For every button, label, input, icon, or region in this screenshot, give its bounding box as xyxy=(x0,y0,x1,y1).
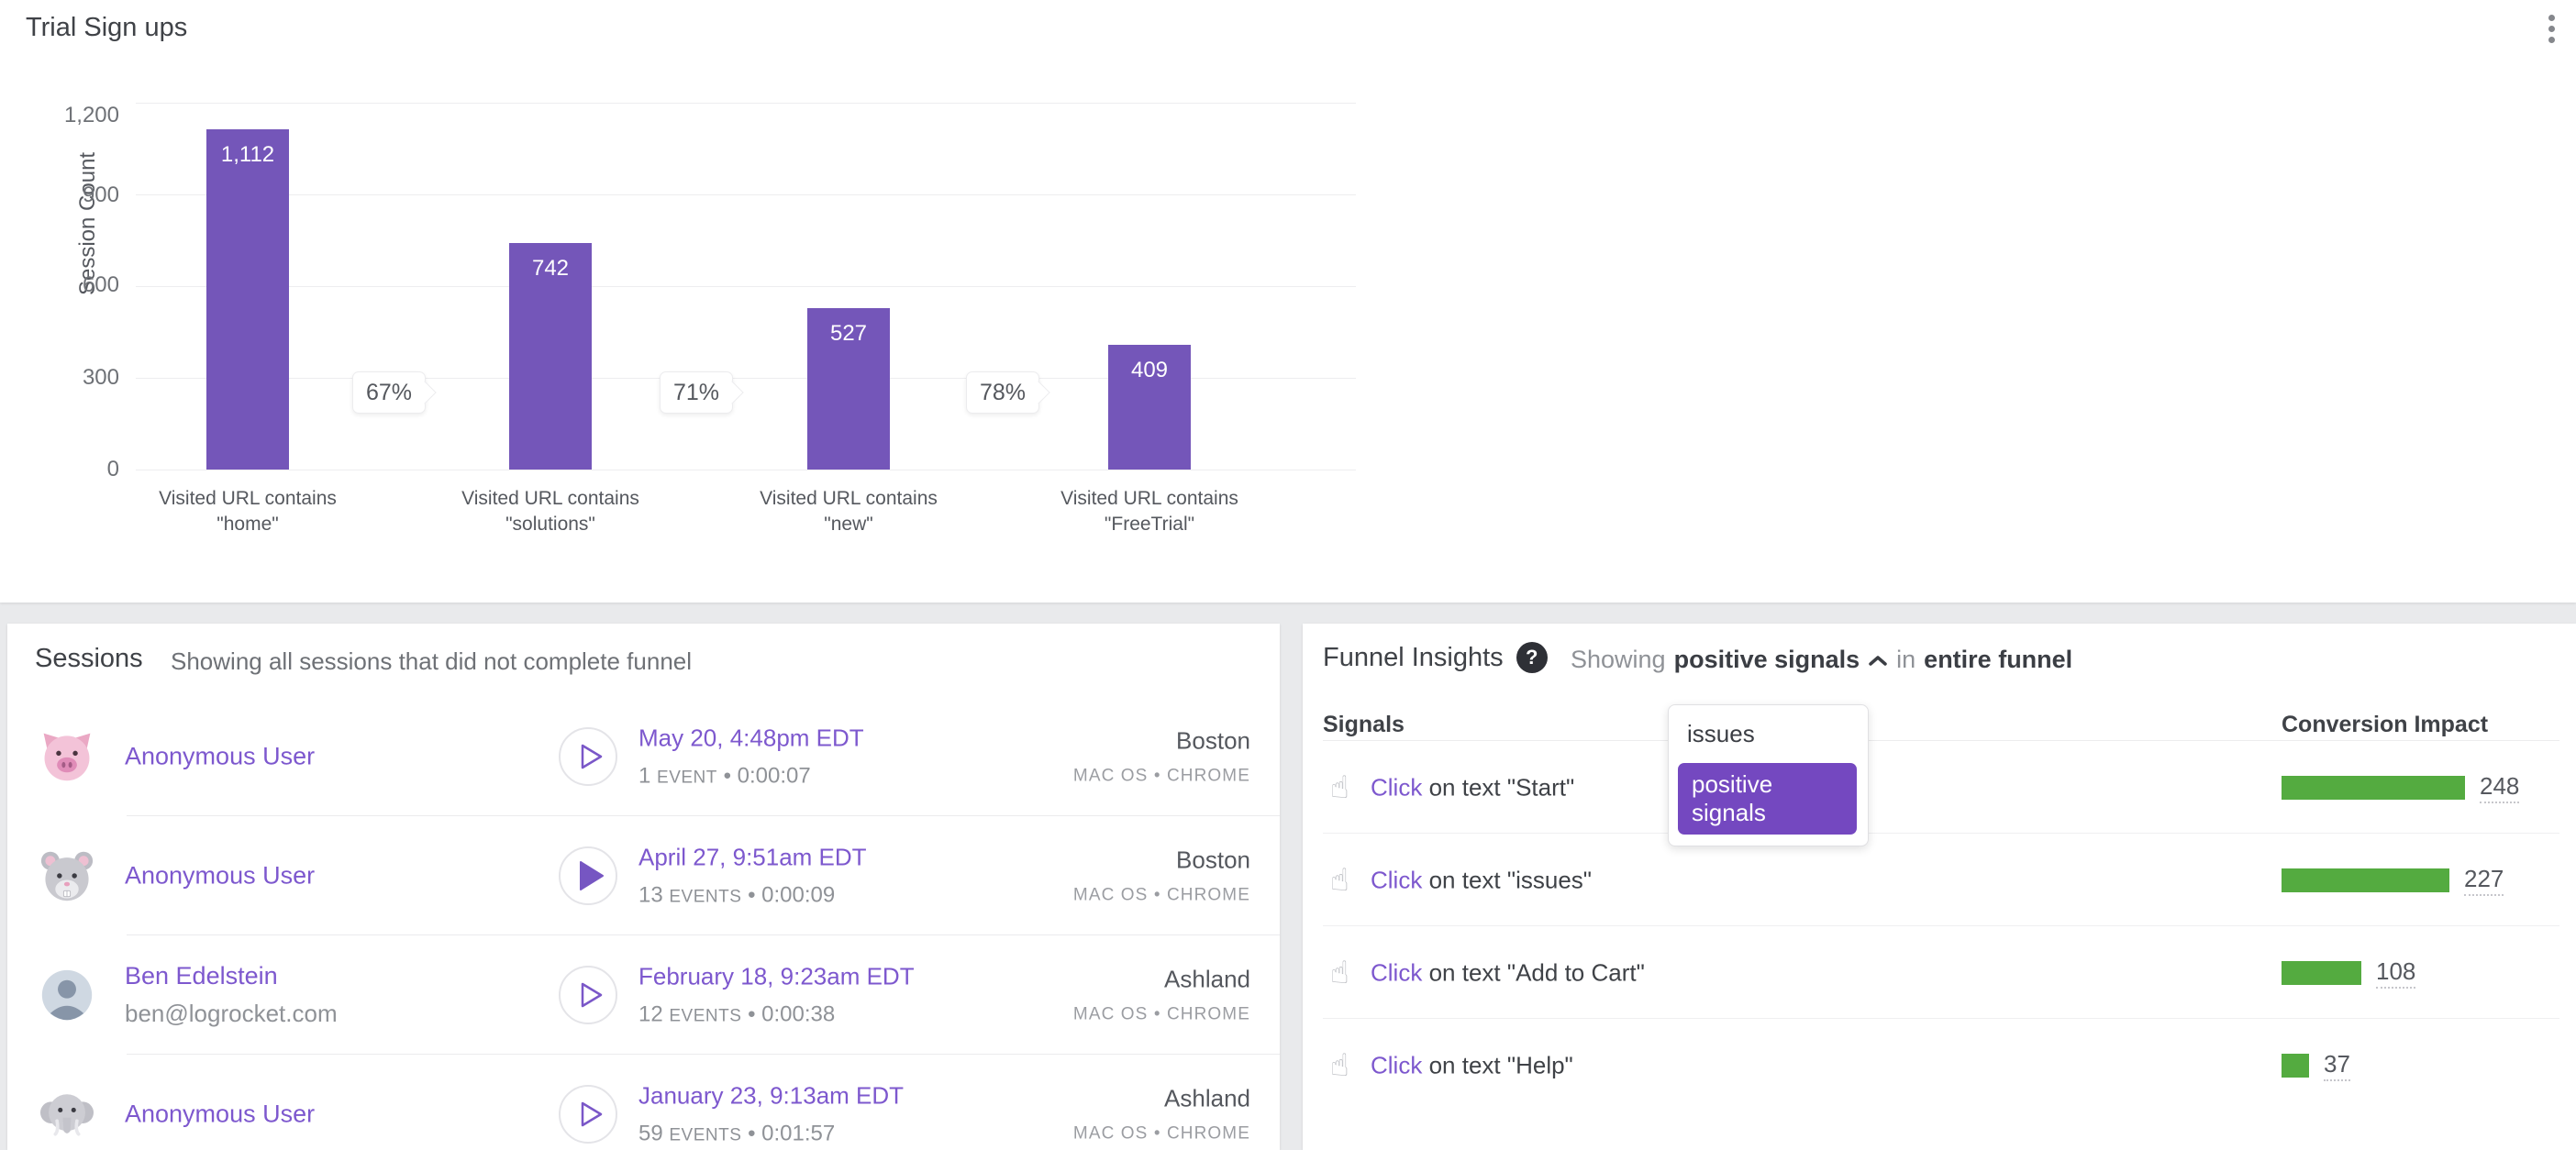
sessions-title: Sessions xyxy=(35,644,143,673)
session-row[interactable]: Anonymous User April 27, 9:51am EDT 13 E… xyxy=(7,816,1280,935)
click-hand-icon: ☝ xyxy=(1330,862,1349,898)
session-os-browser: MAC OS • CHROME xyxy=(1072,885,1250,905)
user-photo-avatar xyxy=(41,969,93,1021)
signal-type-dropdown: issues positive signals xyxy=(1668,704,1869,846)
play-session-button[interactable] xyxy=(558,726,618,787)
user-email: ben@logrocket.com xyxy=(125,1000,338,1027)
funnel-bar-new[interactable]: 527 xyxy=(807,308,890,470)
impact-value[interactable]: 227 xyxy=(2464,865,2504,896)
impact-bar xyxy=(2282,960,2361,985)
sessions-subtitle: Showing all sessions that did not comple… xyxy=(171,647,693,675)
signal-row[interactable]: ☝ Click on text "Help" 37 xyxy=(1330,1047,2350,1083)
x-axis-label: Visited URL contains "FreeTrial" xyxy=(1060,488,1238,535)
impact-value[interactable]: 248 xyxy=(2480,772,2520,803)
x-axis-label: Visited URL contains "solutions" xyxy=(461,488,639,535)
session-city: Ashland xyxy=(1164,965,1250,993)
play-session-button[interactable] xyxy=(558,846,618,906)
session-os-browser: MAC OS • CHROME xyxy=(1072,1123,1250,1144)
signal-type-dropdown-trigger[interactable]: positive signals xyxy=(1674,646,1889,674)
dropdown-option-issues[interactable]: issues xyxy=(1687,720,1755,747)
session-city: Boston xyxy=(1176,726,1250,755)
impact-bar xyxy=(2282,775,2465,800)
impact-column-header: Conversion Impact xyxy=(2282,712,2489,737)
funnel-bar-freetrial[interactable]: 409 xyxy=(1108,344,1191,470)
session-row[interactable]: Anonymous User May 20, 4:48pm EDT 1 EVEN… xyxy=(7,697,1280,816)
user-name-link[interactable]: Anonymous User xyxy=(125,1100,316,1128)
funnel-chart-card: Trial Sign ups Session Count 1,200 900 6… xyxy=(0,0,2576,603)
elephant-avatar xyxy=(40,1094,94,1136)
impact-bar xyxy=(2282,868,2449,892)
session-city: Ashland xyxy=(1164,1084,1250,1112)
play-session-button[interactable] xyxy=(558,965,618,1025)
bar-value-label: 409 xyxy=(1130,357,1169,382)
user-name-link[interactable]: Anonymous User xyxy=(125,861,316,890)
click-hand-icon: ☝ xyxy=(1330,1047,1349,1083)
click-hand-icon: ☝ xyxy=(1330,955,1349,990)
conversion-rate-badge: 71% xyxy=(660,371,734,414)
x-axis-label: Visited URL contains "new" xyxy=(760,488,938,535)
conversion-rate-badge: 78% xyxy=(966,371,1040,414)
signal-action-link[interactable]: Click xyxy=(1371,773,1423,801)
session-row[interactable]: Anonymous User January 23, 9:13am EDT 59… xyxy=(7,1055,1280,1150)
user-name-link[interactable]: Ben Edelstein xyxy=(125,962,278,990)
bar-value-label: 742 xyxy=(531,255,570,281)
pig-avatar xyxy=(43,733,91,781)
funnel-bar-chart: 1,112 742 527 409 67% 71% 78% Visited UR… xyxy=(136,103,1356,535)
y-tick: 900 xyxy=(82,182,119,207)
signal-row[interactable]: ☝ Click on text "Add to Cart" 108 xyxy=(1303,926,2576,1019)
page-title: Trial Sign ups xyxy=(26,13,188,42)
session-date-link[interactable]: January 23, 9:13am EDT xyxy=(638,1081,905,1110)
bar-value-label: 527 xyxy=(829,321,868,347)
funnel-insights-title: Funnel Insights xyxy=(1323,642,1504,672)
chevron-up-icon xyxy=(1869,655,1887,666)
impact-value[interactable]: 37 xyxy=(2324,1050,2350,1081)
y-tick: 1,200 xyxy=(63,103,119,127)
session-date-link[interactable]: May 20, 4:48pm EDT xyxy=(638,724,864,752)
conversion-rate-badge: 67% xyxy=(352,371,427,414)
signal-action-link[interactable]: Click xyxy=(1371,866,1423,893)
x-axis-label: Visited URL contains "home" xyxy=(159,488,337,535)
signal-row[interactable]: ☝ Click on text "Start" 248 xyxy=(1303,741,2576,834)
session-os-browser: MAC OS • CHROME xyxy=(1072,1004,1250,1024)
signal-action-link[interactable]: Click xyxy=(1371,958,1423,986)
session-events: 13 EVENTS • 0:00:09 xyxy=(638,882,836,908)
signals-column-header: Signals xyxy=(1323,712,1405,737)
y-tick: 600 xyxy=(82,272,119,297)
user-name-link[interactable]: Anonymous User xyxy=(125,742,316,770)
session-date-link[interactable]: April 27, 9:51am EDT xyxy=(638,843,867,871)
funnel-bar-solutions[interactable]: 742 xyxy=(509,242,592,470)
session-date-link[interactable]: February 18, 9:23am EDT xyxy=(638,962,915,990)
session-row[interactable]: Ben Edelstein ben@logrocket.com February… xyxy=(7,935,1280,1055)
signal-row[interactable]: ☝ Click on text "issues" 227 xyxy=(1303,834,2576,926)
funnel-insights-panel: Funnel Insights ? Showing positive signa… xyxy=(1303,624,2576,1150)
session-events: 1 EVENT • 0:00:07 xyxy=(638,763,811,789)
help-icon[interactable]: ? xyxy=(1516,642,1548,673)
bar-value-label: 1,112 xyxy=(220,142,275,168)
signal-action-link[interactable]: Click xyxy=(1371,1051,1423,1078)
y-tick: 0 xyxy=(106,457,119,481)
session-events: 59 EVENTS • 0:01:57 xyxy=(638,1121,836,1146)
impact-bar xyxy=(2282,1053,2309,1078)
impact-value[interactable]: 108 xyxy=(2376,957,2416,989)
session-city: Boston xyxy=(1176,846,1250,874)
click-hand-icon: ☝ xyxy=(1330,769,1349,805)
session-os-browser: MAC OS • CHROME xyxy=(1072,766,1250,786)
mouse-avatar xyxy=(40,851,94,901)
sessions-panel: Sessions Showing all sessions that did n… xyxy=(7,624,1280,1150)
funnel-bar-home[interactable]: 1,112 xyxy=(206,129,289,470)
play-session-button[interactable] xyxy=(558,1084,618,1144)
session-events: 12 EVENTS • 0:00:38 xyxy=(638,1001,836,1027)
dropdown-option-positive-signals[interactable]: positive signals xyxy=(1678,763,1857,835)
showing-filter-line: Showing positive signals in entire funne… xyxy=(1571,646,2073,674)
y-tick: 300 xyxy=(82,365,119,390)
kebab-menu-icon[interactable] xyxy=(2547,15,2556,48)
